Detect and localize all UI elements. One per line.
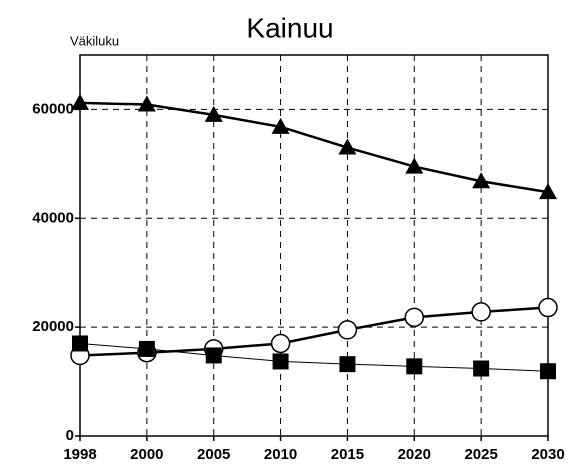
marker-square [339,356,356,373]
y-tick-label: 0 [66,427,74,444]
x-tick-label: 2005 [197,446,230,463]
series-line [79,101,549,194]
marker-circle [404,307,425,328]
marker-triangle [271,117,290,134]
marker-square [72,335,88,352]
marker-triangle [539,183,557,200]
x-tick-label: 2030 [531,446,564,463]
marker-triangle [472,172,491,189]
x-tick-label: 2010 [264,446,297,463]
marker-square [473,360,490,377]
marker-square [272,353,289,370]
marker-triangle [137,95,156,112]
marker-circle [270,333,291,354]
y-tick-label: 20000 [32,318,74,335]
y-axis-label: Väkiluku [70,33,119,48]
chart-title: Kainuu [246,12,333,43]
marker-circle [538,297,558,318]
y-tick-label: 60000 [32,100,74,117]
marker-triangle [338,138,357,155]
marker-triangle [405,157,424,174]
marker-triangle [204,105,223,122]
marker-circle [471,302,491,322]
x-tick-label: 2000 [130,446,163,463]
series-line [79,342,549,372]
marker-square [138,340,155,357]
marker-circle [337,320,358,340]
series-line [79,306,549,357]
x-tick-label: 2015 [331,446,364,463]
x-tick-label: 1998 [63,446,96,463]
x-tick-label: 2025 [464,446,497,463]
marker-square [540,363,556,380]
marker-square [406,358,423,375]
y-tick-label: 40000 [32,209,74,226]
x-tick-label: 2020 [398,446,431,463]
marker-triangle [71,93,89,110]
plot-frame [79,54,549,437]
marker-square [205,347,222,364]
